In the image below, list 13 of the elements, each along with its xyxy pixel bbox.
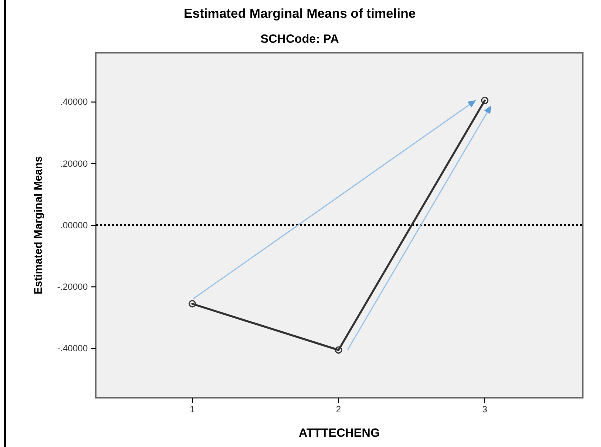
- y-tick-label: .40000: [60, 97, 88, 108]
- x-tick-label: 1: [190, 404, 196, 414]
- point: [335, 346, 342, 354]
- y-tick-label: -.20000: [57, 282, 88, 292]
- y-tick-label: .20000: [60, 158, 88, 169]
- y-tick-label: .00000: [60, 220, 88, 230]
- x-axis-title: ATTTECHENG: [298, 426, 380, 440]
- chart-subtitle: SCHCode: PA: [260, 32, 340, 46]
- y-axis-title: Estimated Marginal Means: [33, 156, 45, 295]
- chart-title: Estimated Marginal Means of timeline: [184, 6, 416, 21]
- y-tick-label: -.40000: [57, 344, 88, 354]
- x-tick-label: 2: [336, 404, 342, 414]
- x-tick-label: 3: [482, 404, 488, 414]
